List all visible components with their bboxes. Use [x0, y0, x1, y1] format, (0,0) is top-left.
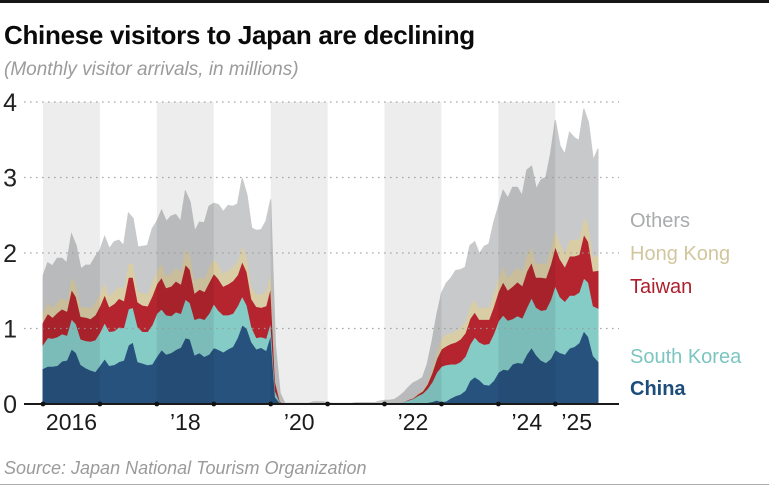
x-axis-tick-dot [325, 401, 330, 407]
y-axis-tick-label: 4 [3, 89, 17, 117]
y-axis-tick-label: 0 [3, 391, 17, 419]
source-credit: Source: Japan National Tourism Organizat… [4, 458, 367, 478]
top-accent-bar [0, 0, 769, 3]
x-axis-tick-label: ’22 [398, 409, 429, 435]
x-axis-tick-dot [439, 401, 444, 407]
x-axis-tick-dot [211, 401, 217, 407]
x-axis-tick-label: 2016 [46, 409, 97, 435]
x-axis-tick-dot [268, 401, 274, 407]
area-others [42, 108, 599, 405]
page-title: Chinese visitors to Japan are declining [4, 20, 475, 50]
y-axis-tick-label: 2 [3, 240, 17, 268]
x-axis-tick-label: ’25 [561, 409, 592, 435]
x-axis-tick-label: ’24 [511, 409, 542, 435]
year-shading-band [384, 102, 442, 404]
x-axis-tick-label: ’18 [170, 409, 201, 435]
x-axis-tick-dot [97, 401, 103, 407]
year-shading-band [498, 102, 556, 404]
x-axis-tick-dot [154, 401, 160, 407]
x-axis-tick-dot [552, 401, 558, 407]
x-axis-tick-dot [496, 401, 501, 407]
x-axis-tick-dot [382, 401, 387, 407]
chart-subtitle: (Monthly visitor arrivals, in millions) [4, 59, 299, 80]
y-axis-tick-label: 3 [3, 165, 17, 193]
y-axis-tick-label: 1 [3, 316, 17, 344]
x-axis-tick-label: ’20 [284, 409, 315, 435]
bottom-rule [0, 484, 769, 485]
x-axis-tick-dot [40, 401, 46, 407]
